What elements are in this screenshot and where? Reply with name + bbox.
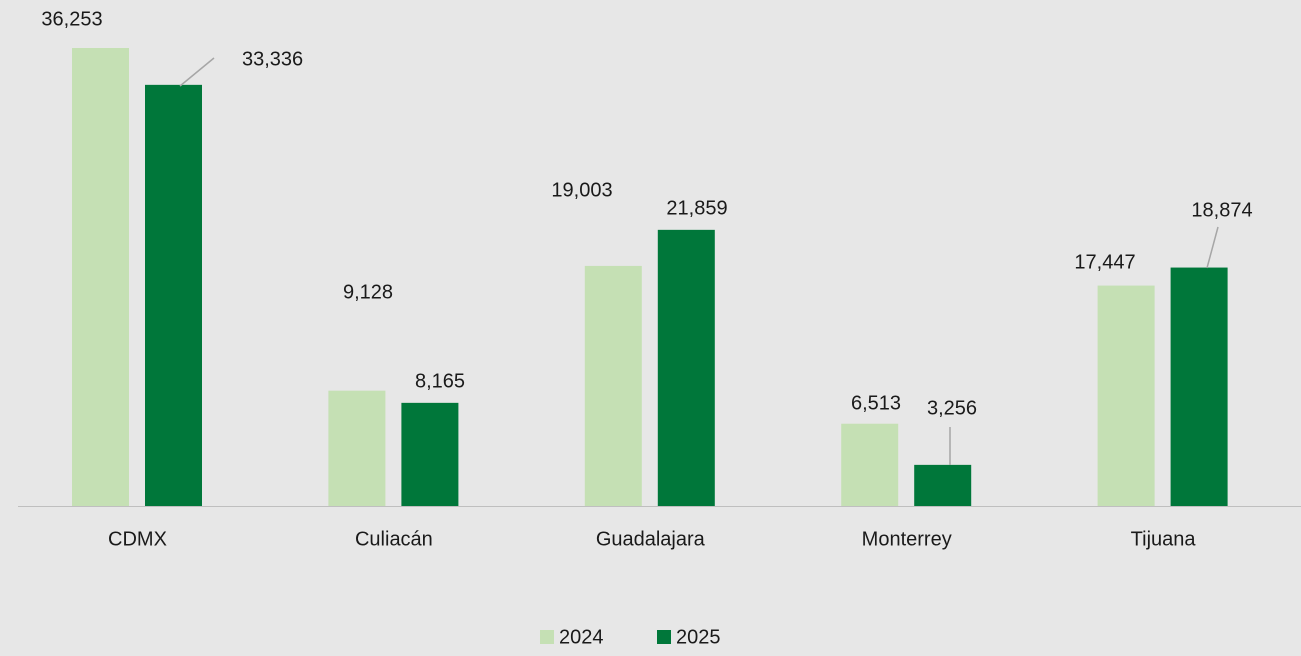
bar-2025-1 [401, 402, 459, 506]
bar-2024-2 [584, 265, 642, 506]
bar-2025-4 [1170, 267, 1228, 506]
data-label-2025-0: 33,336 [242, 48, 303, 70]
leader-line-2025-4 [1206, 226, 1219, 269]
legend-label-2025: 2025 [676, 626, 721, 648]
data-label-2024-0: 36,253 [41, 8, 102, 30]
data-label-2025-1: 8,165 [415, 370, 465, 392]
data-label-2025-2: 21,859 [666, 197, 727, 219]
data-label-2024-4: 17,447 [1074, 251, 1135, 273]
bar-2025-2 [657, 229, 715, 506]
x-tick-label-0: CDMX [108, 528, 167, 550]
data-label-2025-3: 3,256 [927, 397, 977, 419]
bar-2024-3 [841, 423, 899, 506]
data-label-2024-1: 9,128 [343, 281, 393, 303]
legend-swatch-2024 [540, 630, 554, 644]
legend-swatch-2025 [657, 630, 671, 644]
data-label-2025-4: 18,874 [1191, 199, 1252, 221]
x-tick-label-4: Tijuana [1131, 528, 1197, 550]
bar-2024-4 [1097, 285, 1155, 506]
data-label-2024-3: 6,513 [851, 392, 901, 414]
x-tick-label-3: Monterrey [862, 528, 952, 550]
legend-label-2024: 2024 [559, 626, 604, 648]
bar-2024-0 [72, 48, 129, 506]
bar-2025-3 [914, 464, 972, 506]
data-label-2024-2: 19,003 [551, 179, 612, 201]
leader-line-2025-0 [179, 57, 215, 87]
x-tick-label-2: Guadalajara [596, 528, 706, 550]
bar-2024-1 [328, 390, 386, 506]
bar-2025-0 [145, 84, 202, 506]
x-tick-label-1: Culiacán [355, 528, 433, 550]
